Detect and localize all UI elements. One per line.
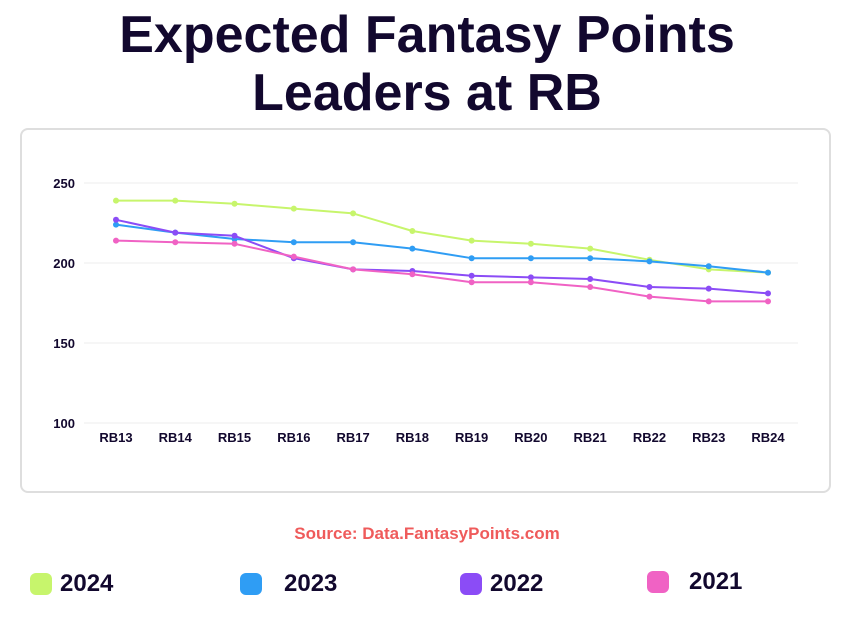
series-line-2023 (115, 223, 769, 274)
data-point-2024 (113, 197, 119, 204)
x-axis: RB13 RB14 RB15 RB16 RB17 RB18 RB19 RB20 RB21 RB22… (99, 430, 785, 445)
data-point-2021 (587, 284, 594, 290)
data-point-2021 (172, 239, 179, 246)
legend-label-2022: 2022 (490, 570, 544, 597)
series-line-2022 (115, 218, 769, 295)
x-tick-label: RB16 (277, 430, 310, 445)
chart-card (20, 128, 831, 493)
chart-title: Expected Fantasy Points Leaders at RB (0, 6, 854, 122)
legend-item-2024: 2024 (30, 570, 113, 598)
data-point-2024 (350, 210, 357, 217)
data-point-2021 (113, 237, 119, 244)
data-point-2023 (468, 255, 475, 262)
data-point-2022 (172, 229, 179, 236)
x-tick-label: RB15 (218, 430, 251, 445)
x-tick-label: RB17 (336, 430, 369, 445)
data-point-2024 (231, 200, 238, 207)
data-point-2022 (705, 285, 712, 292)
data-point-2021 (646, 293, 653, 300)
y-tick-label: 250 (53, 176, 75, 191)
data-point-2021 (468, 279, 475, 286)
x-tick-label: RB21 (574, 430, 607, 445)
data-point-2024 (587, 245, 594, 252)
data-point-2024 (527, 240, 534, 247)
data-point-2023 (587, 255, 594, 262)
data-point-2023 (409, 245, 416, 252)
data-point-2024 (172, 197, 179, 204)
x-tick-label: RB22 (633, 430, 666, 445)
data-point-2023 (765, 269, 771, 276)
series-group (113, 197, 771, 305)
legend-label-2023: 2023 (284, 570, 338, 597)
gridlines (84, 182, 798, 424)
chart-title-line1: Expected Fantasy Points (119, 6, 735, 64)
data-point-2022 (231, 232, 238, 239)
x-tick-label: RB20 (514, 430, 547, 445)
x-tick-label: RB18 (396, 430, 429, 445)
data-point-2021 (290, 253, 297, 260)
data-point-2024 (468, 237, 475, 244)
data-point-2022 (646, 284, 653, 290)
data-point-2023 (113, 221, 119, 228)
legend-item-2021: 2021 (647, 568, 742, 596)
y-axis: 100 150 200 250 (53, 176, 75, 431)
data-point-2021 (409, 271, 416, 278)
x-tick-label: RB24 (751, 430, 785, 445)
x-tick-label: RB14 (159, 430, 193, 445)
series-line-2021 (115, 239, 768, 303)
y-tick-label: 100 (53, 416, 75, 431)
data-point-2021 (527, 279, 534, 286)
x-tick-label: RB23 (692, 430, 725, 445)
legend-swatch-2022 (460, 573, 482, 595)
data-point-2022 (765, 290, 771, 297)
data-point-2023 (290, 239, 297, 246)
legend-swatch-2023 (240, 573, 262, 595)
y-tick-label: 200 (53, 256, 75, 271)
data-point-2022 (113, 216, 119, 223)
data-point-2021 (350, 266, 357, 273)
data-point-2024 (290, 205, 297, 212)
data-point-2024 (409, 228, 416, 234)
legend-swatch-2024 (30, 573, 52, 595)
legend-item-2022: 2022 (460, 570, 543, 598)
legend-item-2023: 2023 (240, 570, 337, 598)
legend-label-2024: 2024 (60, 570, 114, 597)
source-note: Source: Data.FantasyPoints.com (294, 524, 560, 543)
legend-label-2021: 2021 (689, 568, 743, 595)
data-point-2021 (705, 298, 712, 305)
data-point-2023 (705, 263, 712, 270)
data-point-2023 (350, 239, 357, 246)
data-point-2021 (231, 240, 238, 247)
data-point-2023 (646, 258, 653, 265)
data-point-2021 (765, 298, 771, 305)
data-point-2022 (587, 276, 594, 282)
legend-swatch-2021 (647, 571, 669, 593)
x-tick-label: RB13 (99, 430, 132, 445)
data-point-2022 (527, 274, 534, 281)
y-tick-label: 150 (53, 336, 75, 351)
data-point-2022 (468, 272, 475, 279)
chart-title-line2: Leaders at RB (252, 64, 602, 122)
x-tick-label: RB19 (455, 430, 488, 445)
data-point-2023 (527, 255, 534, 262)
